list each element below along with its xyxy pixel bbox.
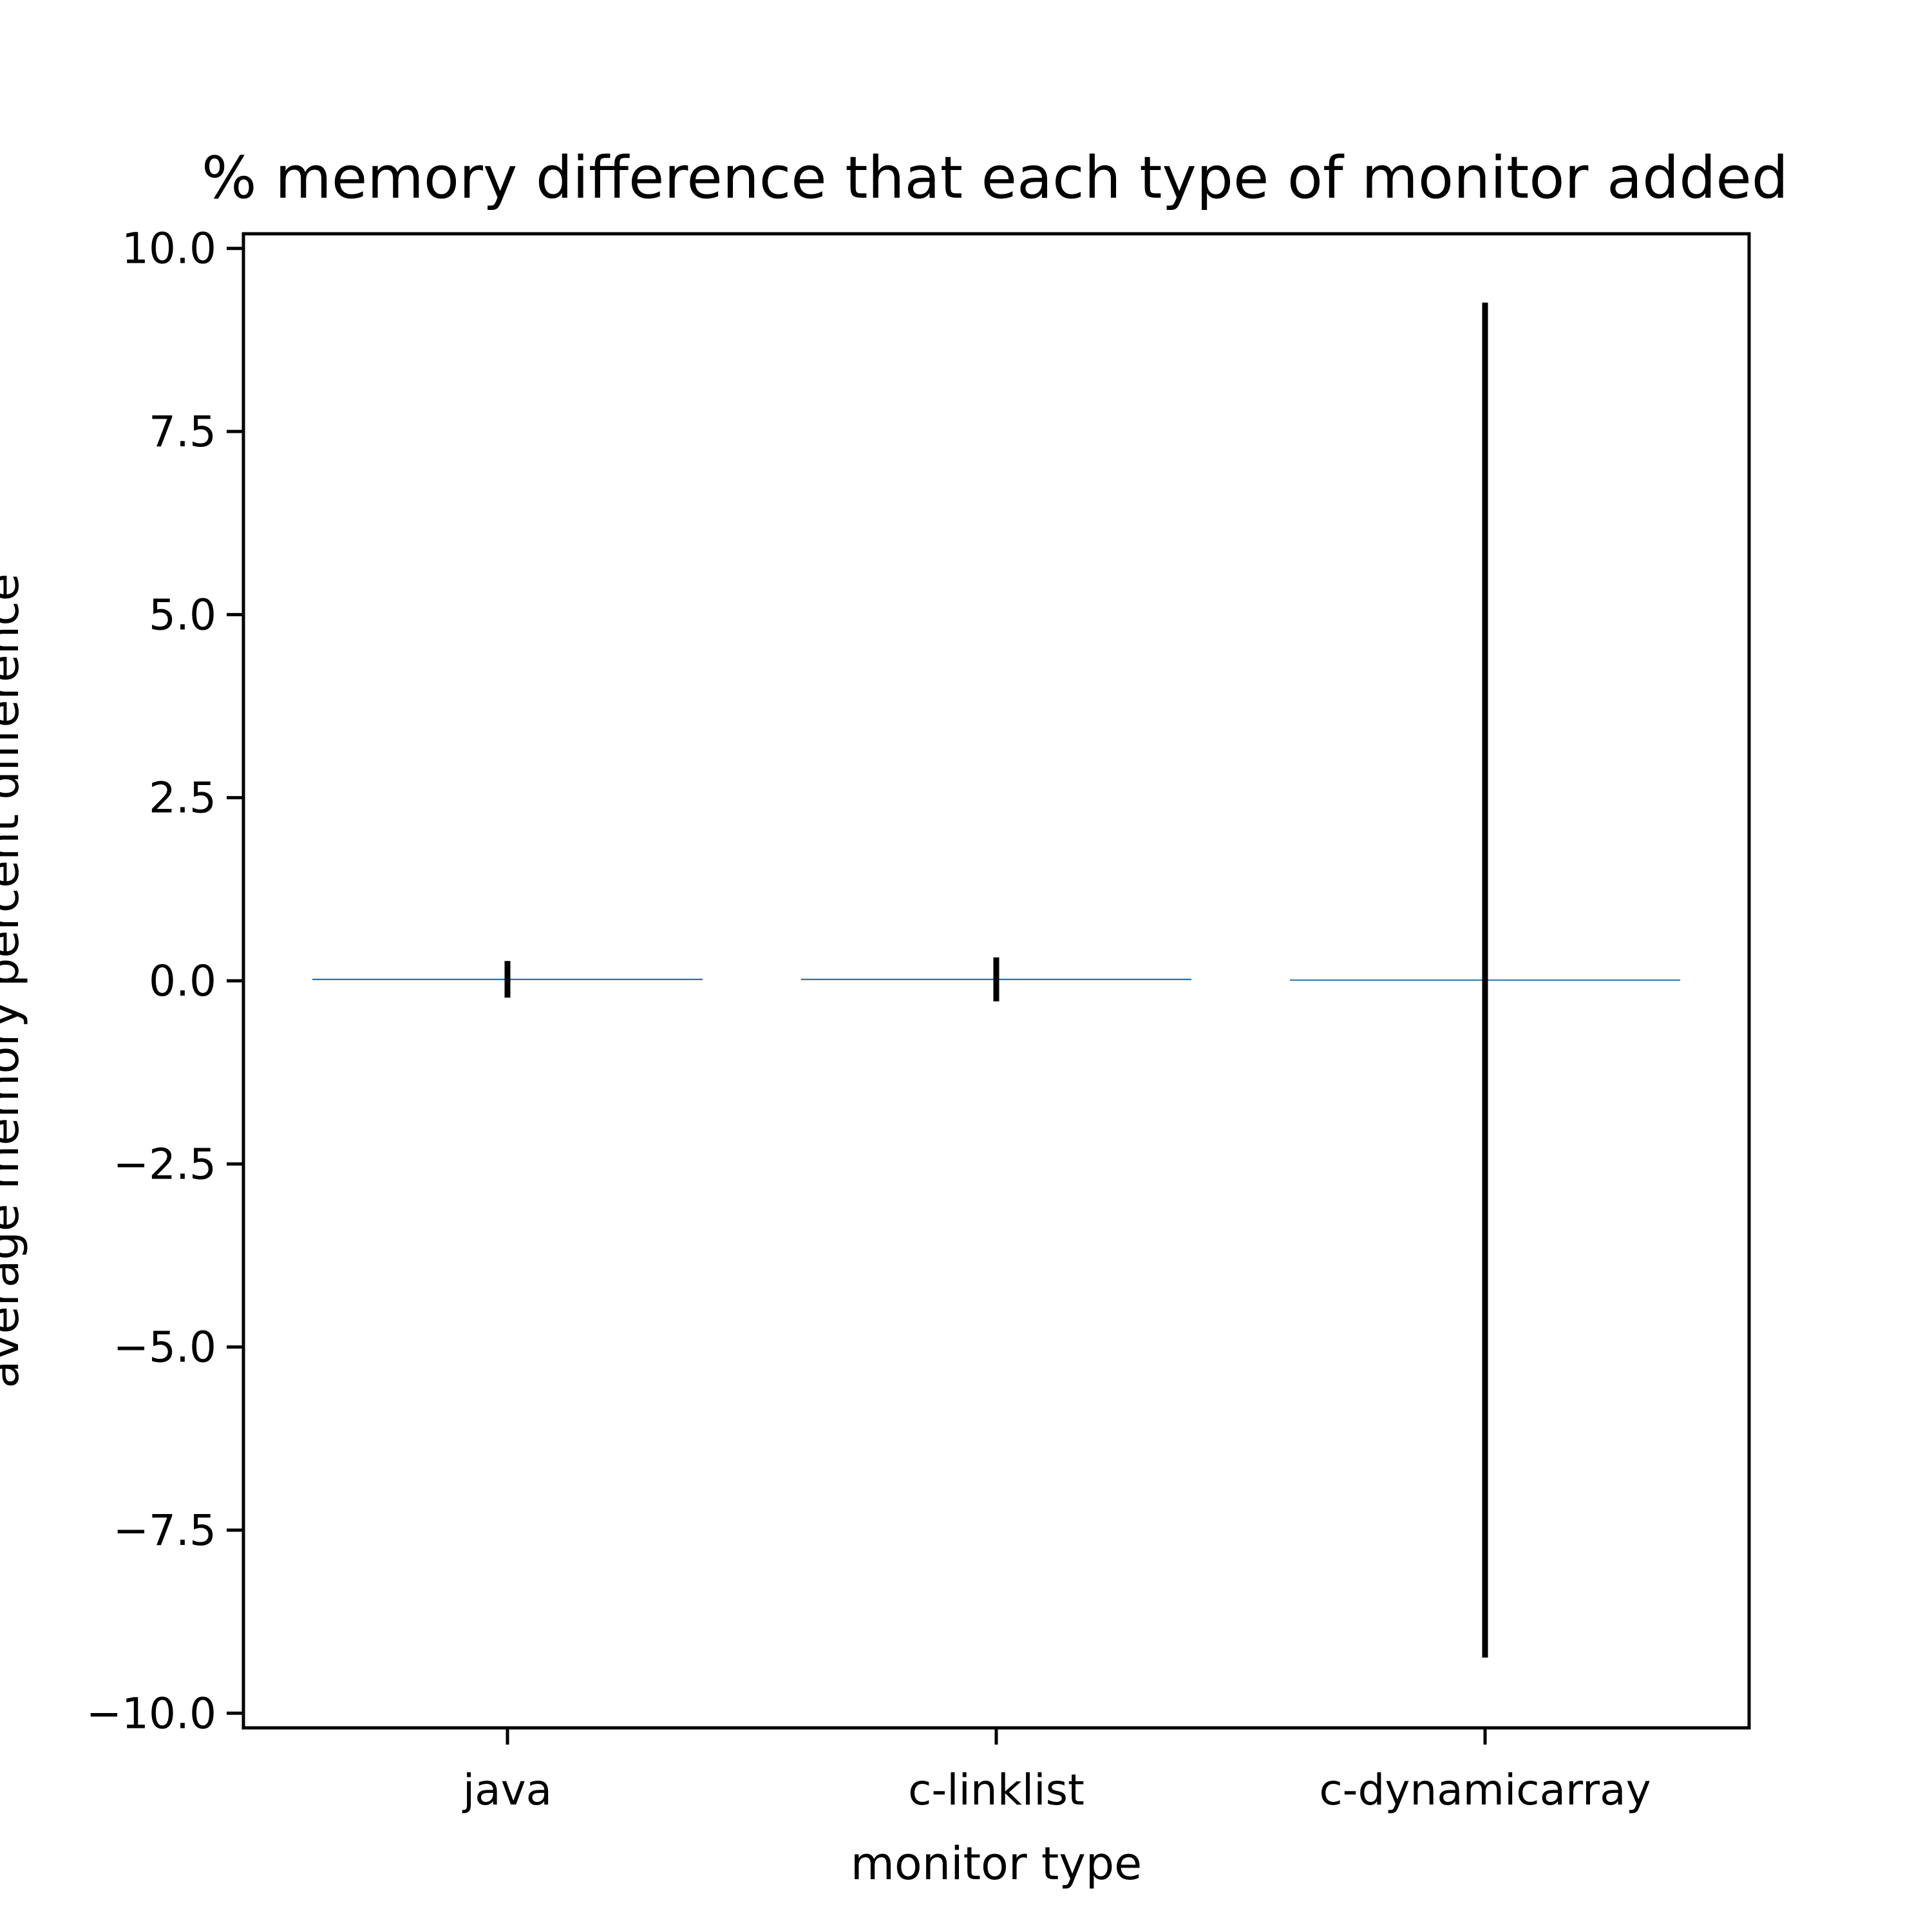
y-tick-label: −2.5 bbox=[113, 1139, 216, 1189]
y-tick-label: −10.0 bbox=[86, 1689, 216, 1738]
y-tick-label: 10.0 bbox=[122, 224, 216, 274]
chart-title: % memory difference that each type of mo… bbox=[202, 144, 1788, 212]
y-tick-label: 2.5 bbox=[149, 773, 216, 823]
y-axis: 10.0 7.5 5.0 2.5 0.0 −2.5 −5.0 −7.5 −10.0 bbox=[86, 224, 243, 1739]
y-tick-label: 0.0 bbox=[149, 956, 216, 1006]
y-tick-label: 7.5 bbox=[149, 407, 216, 457]
x-tick-label-c-dynamicarray: c-dynamicarray bbox=[1319, 1765, 1651, 1815]
x-tick-label-c-linklist: c-linklist bbox=[908, 1765, 1084, 1815]
x-tick-label-java: java bbox=[462, 1765, 552, 1815]
y-tick-label: −7.5 bbox=[113, 1506, 216, 1555]
y-tick-label: 5.0 bbox=[149, 590, 216, 639]
y-axis-label: average memory percent difference bbox=[0, 573, 29, 1388]
x-axis: java c-linklist c-dynamicarray bbox=[462, 1728, 1651, 1815]
x-axis-label: monitor type bbox=[851, 1837, 1142, 1890]
y-tick-label: −5.0 bbox=[113, 1323, 216, 1372]
